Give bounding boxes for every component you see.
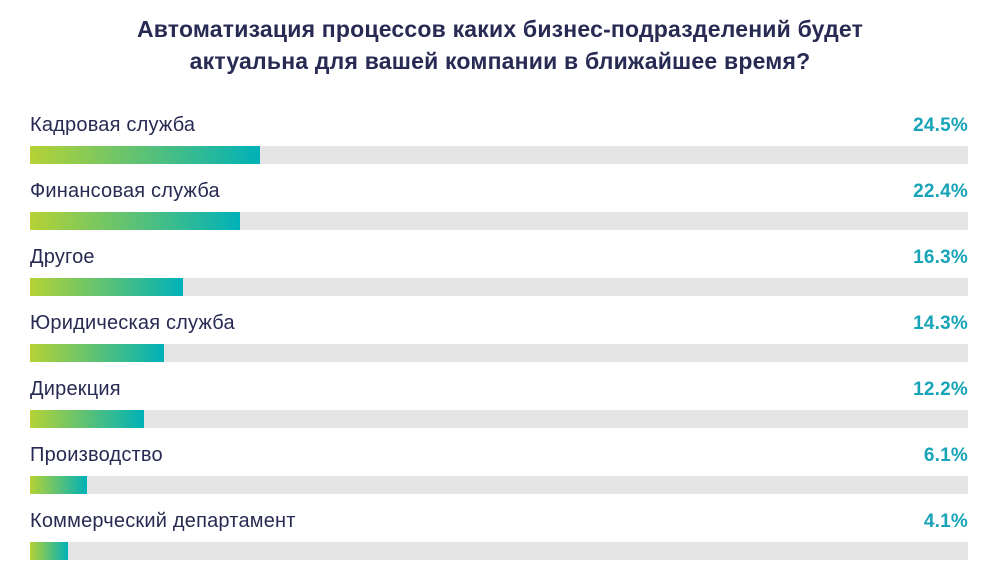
chart-title: Автоматизация процессов каких бизнес-под…: [0, 0, 1000, 77]
value-label: 4.1%: [923, 511, 968, 532]
bar-track: [30, 410, 968, 428]
row-header: Дирекция 12.2%: [30, 377, 968, 402]
category-label: Кадровая служба: [30, 114, 196, 136]
row-header: Юридическая служба 14.3%: [30, 311, 968, 336]
value-label: 6.1%: [923, 445, 968, 466]
bar-track: [30, 212, 968, 230]
value-label: 14.3%: [913, 313, 968, 334]
bar-track: [30, 476, 968, 494]
bar-fill: [30, 476, 88, 494]
chart-row: Производство 6.1%: [30, 443, 968, 494]
category-label: Юридическая служба: [30, 312, 235, 334]
row-header: Кадровая служба 24.5%: [30, 113, 968, 138]
bar-track: [30, 146, 968, 164]
chart-row: Юридическая служба 14.3%: [30, 311, 968, 362]
bar-track: [30, 278, 968, 296]
chart-title-line-1: Автоматизация процессов каких бизнес-под…: [136, 16, 864, 42]
row-header: Коммерческий департамент 4.1%: [30, 509, 968, 534]
bar-fill: [30, 542, 69, 560]
category-label: Производство: [30, 444, 163, 466]
chart-row: Финансовая служба 22.4%: [30, 179, 968, 230]
bar-fill: [30, 212, 241, 230]
bar-fill: [30, 344, 165, 362]
category-label: Дирекция: [30, 378, 121, 400]
chart-row: Коммерческий департамент 4.1%: [30, 509, 968, 560]
bar-track: [30, 542, 968, 560]
bar-track: [30, 344, 968, 362]
category-label: Другое: [30, 246, 95, 268]
row-header: Финансовая служба 22.4%: [30, 179, 968, 204]
chart-title-line-2: актуальна для вашей компании в ближайшее…: [189, 48, 811, 74]
value-label: 16.3%: [913, 247, 968, 268]
category-label: Финансовая служба: [30, 180, 220, 202]
value-label: 22.4%: [913, 181, 968, 202]
bar-fill: [30, 410, 145, 428]
bar-fill: [30, 278, 183, 296]
row-header: Другое 16.3%: [30, 245, 968, 270]
value-label: 24.5%: [913, 115, 968, 136]
category-label: Коммерческий департамент: [30, 510, 296, 532]
chart-row: Кадровая служба 24.5%: [30, 113, 968, 164]
bar-chart: Кадровая служба 24.5% Финансовая служба …: [30, 113, 968, 575]
value-label: 12.2%: [913, 379, 968, 400]
row-header: Производство 6.1%: [30, 443, 968, 468]
chart-row: Дирекция 12.2%: [30, 377, 968, 428]
bar-fill: [30, 146, 260, 164]
chart-row: Другое 16.3%: [30, 245, 968, 296]
